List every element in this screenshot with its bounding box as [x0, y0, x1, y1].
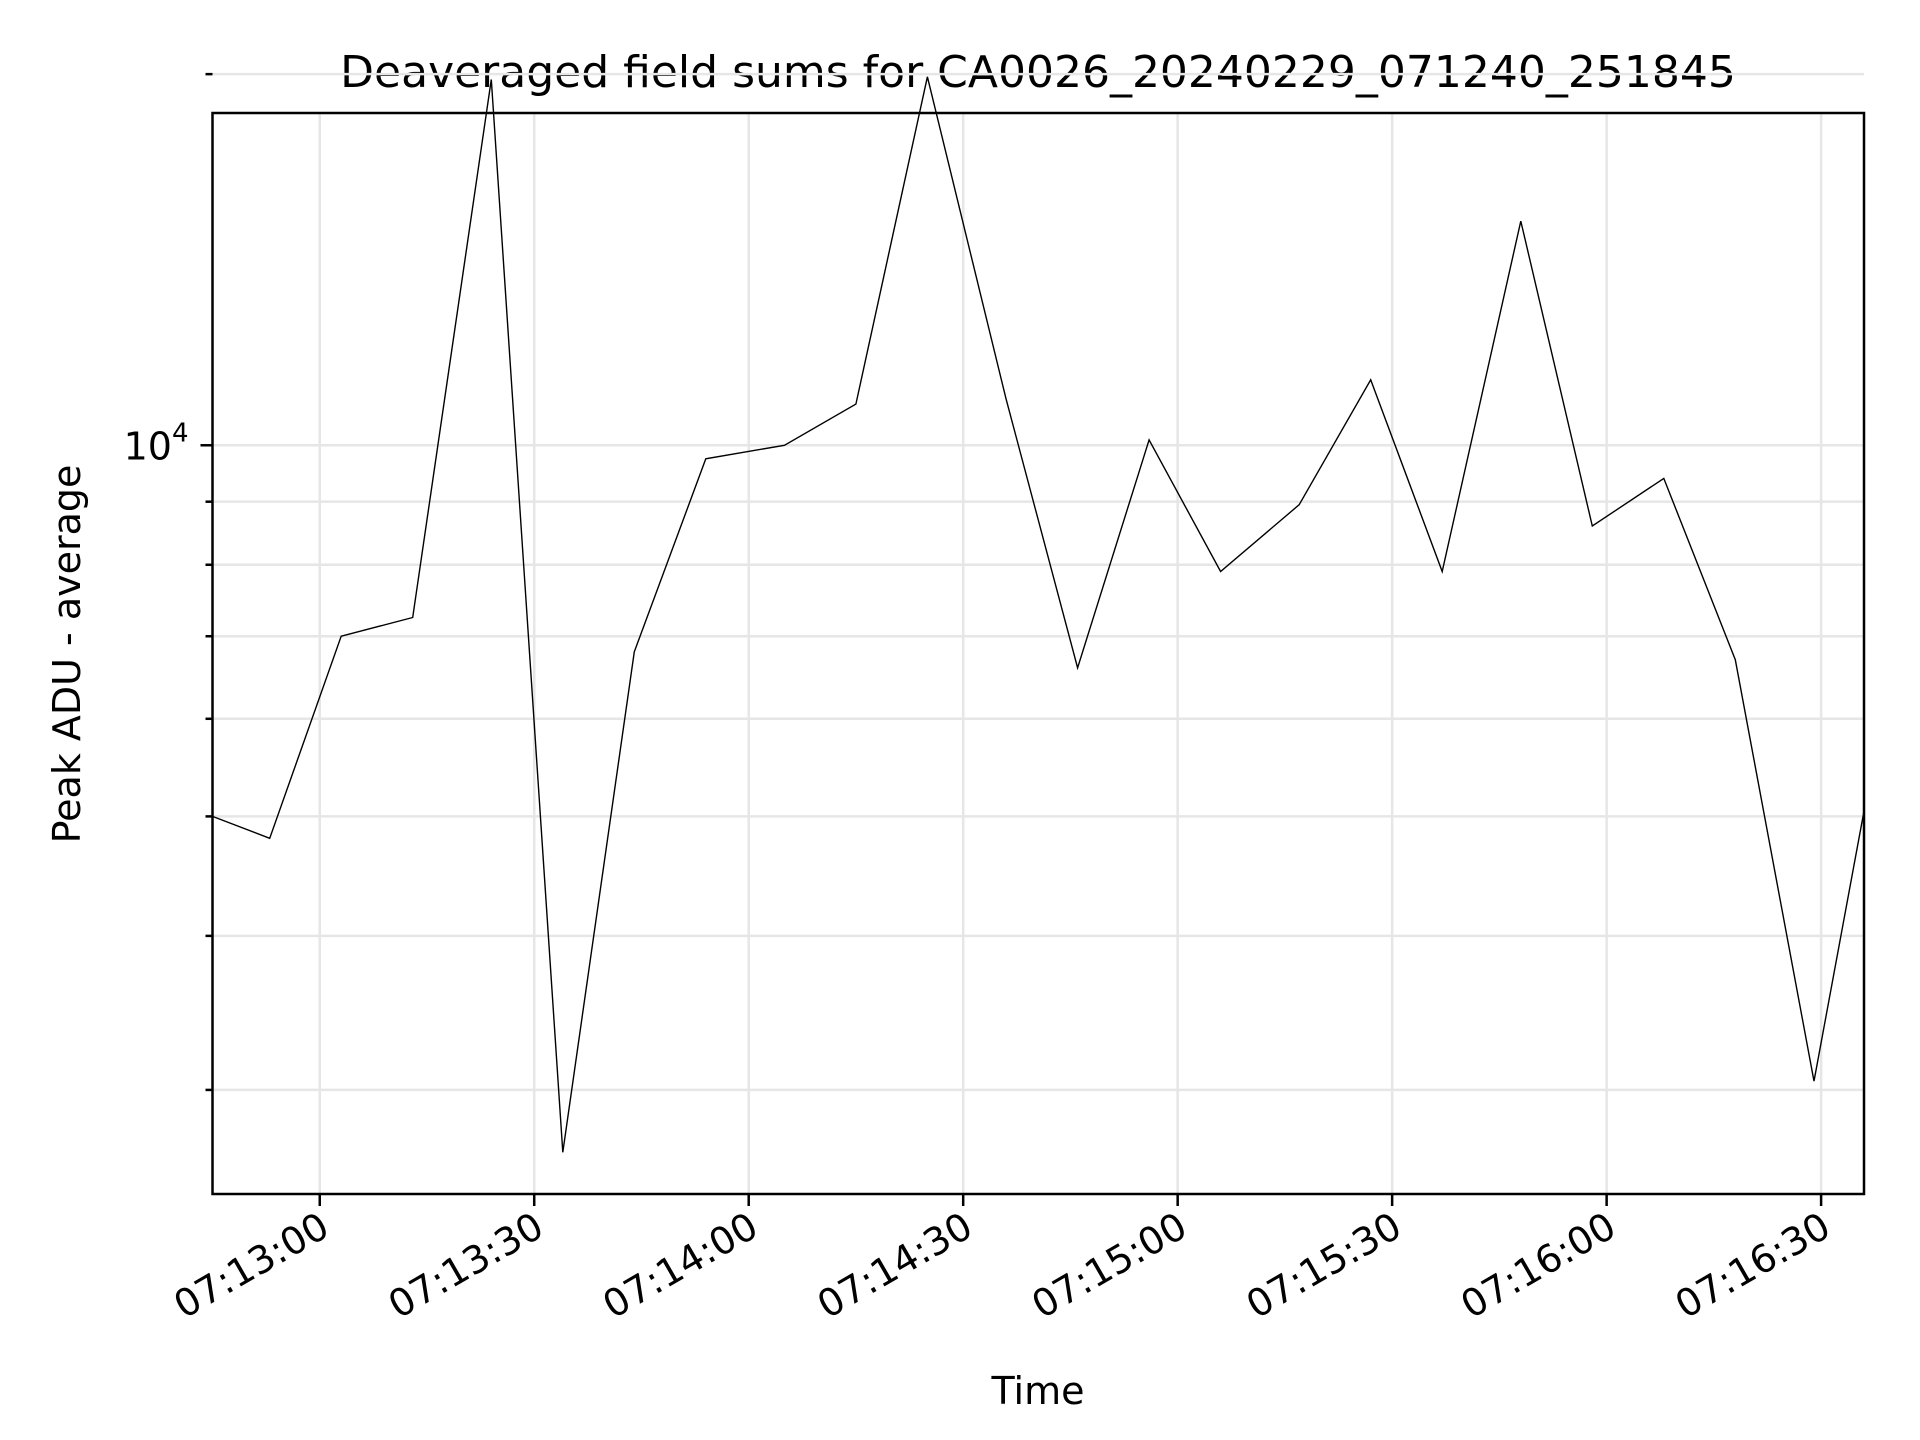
x-tick-label: 07:15:00	[1024, 1204, 1194, 1327]
x-axis: 07:13:00 07:13:30 07:14:00 07:14:30 07:15:00…	[166, 1194, 1838, 1327]
grid	[212, 72, 1864, 1194]
y-tick-label: 104	[124, 418, 189, 468]
x-tick-label: 07:14:00	[595, 1204, 765, 1327]
data-points	[212, 77, 1864, 1153]
x-tick-label: 07:13:30	[381, 1204, 551, 1327]
x-tick-label: 07:14:30	[810, 1204, 980, 1327]
y-axis-label: Peak ADU - average	[45, 465, 89, 844]
x-tick-label: 07:15:30	[1239, 1204, 1409, 1327]
x-tick-label: 07:16:00	[1453, 1204, 1623, 1327]
x-tick-label: 07:13:00	[166, 1204, 336, 1327]
x-axis-label: Time	[991, 1369, 1085, 1413]
series-line	[212, 76, 1865, 1153]
plot-frame	[211, 111, 1866, 1196]
y-axis: 104	[124, 72, 213, 1092]
x-tick-label: 07:16:30	[1668, 1204, 1838, 1327]
chart-title: Deaveraged field sums for CA0026_2024022…	[340, 47, 1736, 98]
